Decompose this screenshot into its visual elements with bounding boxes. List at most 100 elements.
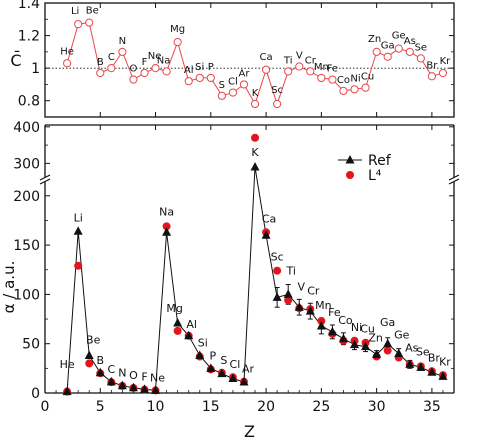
axis-break-mark [39,178,51,185]
top-data-point [394,44,403,53]
top-point-label: Na [157,55,171,66]
bottom-x-tick-label: 35 [423,399,441,415]
top-point-label: Kr [440,56,452,67]
top-data-point [261,65,271,74]
bottom-x-tick-label: 25 [312,399,330,415]
ref-data-point [350,339,360,349]
top-data-point [250,99,260,109]
top-point-label: Co [337,75,350,86]
bottom-y-tick-label: 150 [13,238,40,254]
top-point-label: V [296,51,303,62]
top-point-label: Ni [350,73,360,84]
top-data-point [206,73,215,83]
top-point-label: Ga [381,41,395,52]
ref-data-point [62,386,72,396]
top-data-point [107,64,116,73]
top-point-label: Sc [271,85,283,96]
ref-data-point [228,373,238,383]
bottom-point-label: Fe [328,306,341,319]
ref-data-point [250,162,260,171]
top-data-point [317,73,326,83]
top-y-tick-label: 1.4 [18,0,40,12]
bottom-point-label: Se [416,345,430,358]
ref-data-point [305,306,315,315]
bottom-point-label: N [118,367,126,380]
legend-ref-label: Ref [368,153,392,169]
axis-break-mark [448,174,460,181]
ref-data-point [383,338,393,348]
top-data-point [372,47,381,56]
top-data-point [63,59,72,68]
ref-data-point [294,302,304,311]
top-point-label: He [60,46,74,57]
ref-data-point [239,377,249,386]
top-y-tick-label: 1 [31,61,40,77]
top-point-label: Cu [361,72,374,83]
ref-data-point [173,317,183,327]
top-y-axis-label: C̄ [10,51,21,70]
top-data-point [416,54,425,63]
bottom-x-tick-label: 0 [41,399,50,415]
top-point-label: Se [415,42,428,53]
legend-ref-marker [345,155,355,164]
top-point-label: As [404,36,416,47]
top-point-label: B [97,57,104,68]
top-y-tick-label: 1.2 [18,29,40,45]
top-point-label: Ca [260,52,273,63]
ref-data-point [372,349,382,359]
top-point-label: P [208,62,214,73]
bottom-point-label: Mn [315,299,331,312]
top-data-point [438,68,448,78]
bottom-point-label: C [107,363,115,376]
bottom-y-tick-label: 50 [22,337,40,353]
bottom-point-label: F [141,370,147,383]
bottom-x-tick-label: 15 [202,399,220,415]
top-data-point [162,67,171,76]
top-point-label: Mn [314,62,329,73]
top-point-label: Be [86,6,99,17]
l4-data-point [173,326,182,335]
axis-break-mark [448,178,460,185]
bottom-x-tick-label: 20 [257,399,275,415]
ref-data-point [361,341,371,351]
top-point-label: Br [426,60,438,71]
ref-data-point [272,292,282,301]
bottom-point-label: Zn [368,332,383,345]
top-data-point [427,72,436,81]
bottom-y-tick-label: 100 [13,287,40,303]
ref-data-point [217,368,227,378]
top-point-label: Li [71,6,79,17]
bottom-point-label: Be [86,334,101,347]
bottom-y-tick-label: 0 [31,386,40,402]
top-data-point [184,77,193,86]
bottom-x-tick-label: 30 [368,399,386,415]
top-point-label: Si [195,62,204,73]
bottom-point-label: Ga [380,316,395,329]
l4-data-point [74,261,83,270]
bottom-point-label: Cu [360,323,375,336]
bottom-x-tick-label: 10 [147,399,165,415]
l4-data-point [383,346,392,355]
axis-break-mark [39,174,51,181]
l4-data-point [162,222,171,231]
top-data-point [140,68,149,78]
bottom-y-tick-label: 200 [13,189,40,205]
top-data-point [195,73,204,83]
bottom-point-label: Ar [242,363,255,376]
bottom-point-label: Mg [166,302,182,315]
legend-l4-label: L⁴ [368,168,382,184]
ref-data-point [184,330,194,340]
bottom-point-label: P [209,349,216,362]
ref-series-line [66,166,444,392]
top-data-point [361,83,370,92]
bottom-point-label: Kr [439,355,451,368]
ref-data-point [327,326,337,336]
bottom-point-label: S [220,354,227,367]
ref-data-point [206,363,216,372]
top-point-label: Ge [392,31,406,42]
ref-data-point [139,384,149,393]
ref-data-point [338,333,348,343]
top-point-label: C [108,52,115,63]
ref-data-point [162,227,172,236]
